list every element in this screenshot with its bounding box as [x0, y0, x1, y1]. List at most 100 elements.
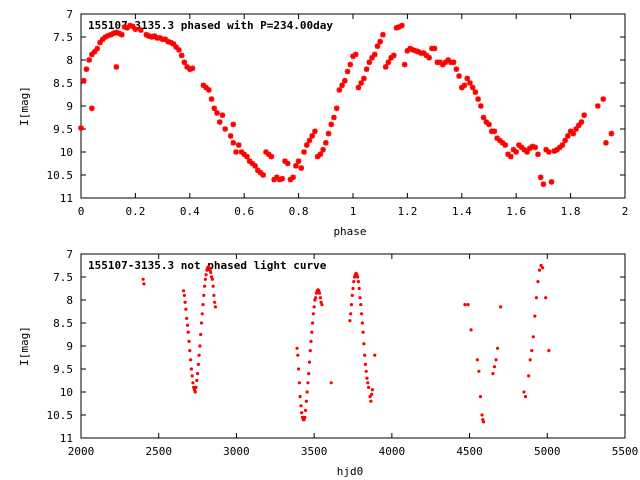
data-point: [329, 381, 333, 385]
data-point: [230, 140, 237, 146]
data-point: [265, 151, 272, 158]
x-tick-label: 5500: [612, 445, 639, 458]
data-point: [492, 365, 497, 369]
data-point: [562, 137, 568, 144]
data-point: [208, 96, 215, 102]
x-tick-label: 4500: [456, 445, 483, 458]
data-point: [201, 303, 205, 307]
data-point: [393, 25, 400, 31]
data-point: [573, 126, 579, 132]
data-point: [533, 314, 537, 318]
data-point: [499, 140, 506, 146]
data-point: [263, 149, 269, 155]
data-point: [252, 163, 258, 169]
data-point: [531, 335, 535, 339]
data-point: [510, 146, 517, 153]
data-point: [551, 148, 558, 154]
data-point: [148, 34, 155, 40]
data-point: [146, 33, 152, 39]
data-point: [307, 372, 311, 376]
data-point: [349, 312, 353, 316]
data-point: [86, 57, 92, 63]
data-point: [138, 27, 144, 33]
x-tick-label: 1.4: [452, 205, 472, 218]
data-point: [185, 316, 189, 320]
data-point: [89, 51, 95, 58]
data-point: [548, 179, 555, 185]
data-point: [358, 296, 362, 300]
data-point: [197, 353, 201, 357]
data-point: [119, 31, 125, 38]
x-axis-label-bottom: hjd0: [337, 465, 364, 478]
data-point: [527, 145, 533, 152]
data-point: [196, 362, 200, 366]
y-tick-label: 7: [66, 248, 73, 261]
data-point: [181, 59, 188, 66]
data-point: [410, 47, 416, 53]
data-points-top: [78, 22, 615, 187]
tick-group-top: 0 0.2 0.4 0.6 0.8 1 1.2 1.4 1.6 1.8 2 7 7.5 8 8.5 9 9.5 1…: [47, 8, 629, 218]
data-point: [312, 128, 318, 135]
data-point: [547, 349, 551, 353]
data-point: [495, 346, 500, 350]
data-point: [249, 160, 256, 167]
data-point: [530, 349, 534, 353]
data-point: [141, 277, 145, 281]
data-point: [464, 75, 471, 82]
data-points-bottom: [141, 263, 551, 424]
data-point: [524, 149, 530, 155]
data-point: [181, 289, 186, 293]
tick-group-bottom: 2000 2500 3000 3500 4000 4500 5000 5500 7 7.5 8 8.5…: [47, 248, 639, 458]
data-point: [486, 121, 492, 128]
data-point: [255, 167, 261, 174]
data-point: [347, 61, 354, 68]
x-tick-label: 2: [622, 205, 629, 218]
data-point: [539, 263, 543, 268]
data-point: [522, 390, 526, 394]
data-point: [199, 332, 203, 337]
data-point: [349, 303, 354, 307]
data-point: [415, 48, 422, 55]
data-point: [567, 128, 574, 135]
data-point: [478, 395, 483, 399]
data-point: [238, 149, 245, 155]
data-point: [412, 48, 419, 54]
data-point: [287, 176, 294, 183]
data-point: [350, 53, 356, 60]
data-point: [385, 59, 392, 66]
data-point: [132, 26, 139, 32]
data-point: [187, 66, 193, 72]
data-point: [350, 293, 354, 297]
data-point: [439, 61, 446, 68]
data-point: [246, 158, 253, 164]
data-point: [279, 175, 286, 182]
y-tick-label: 7: [66, 8, 73, 21]
data-point: [308, 349, 312, 353]
data-point: [420, 50, 427, 56]
data-point: [357, 286, 361, 291]
data-point: [233, 149, 239, 155]
data-point: [401, 61, 408, 68]
data-point: [187, 339, 191, 343]
data-point: [271, 176, 277, 183]
y-axis-label-bottom: I[mag]: [18, 326, 31, 366]
data-point: [162, 36, 169, 43]
data-point: [182, 293, 186, 297]
data-point: [505, 151, 511, 158]
data-point: [540, 181, 547, 187]
data-point: [295, 158, 302, 164]
data-point: [306, 381, 310, 385]
data-point: [325, 130, 332, 137]
data-point: [303, 142, 310, 148]
data-point: [184, 307, 188, 311]
data-point: [216, 119, 223, 125]
data-point: [195, 372, 200, 376]
data-point: [311, 312, 315, 316]
data-point: [352, 51, 359, 58]
data-point: [559, 142, 566, 148]
data-point: [227, 133, 234, 139]
data-point: [373, 353, 377, 357]
data-point: [363, 353, 367, 357]
data-point: [211, 105, 218, 112]
